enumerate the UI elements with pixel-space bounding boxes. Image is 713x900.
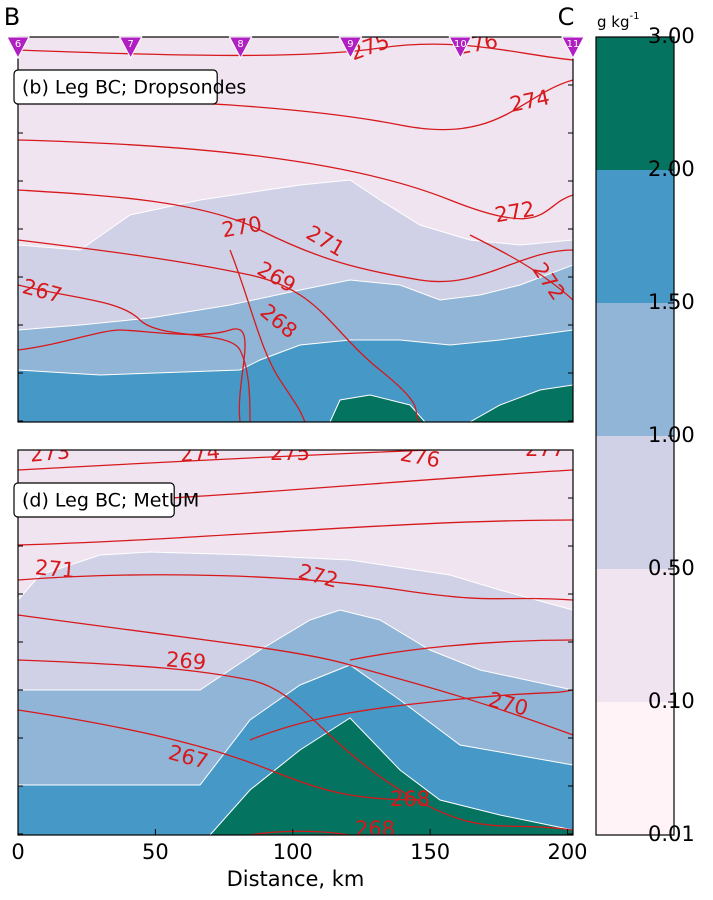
- sonde-id: 6: [15, 39, 21, 50]
- contour-line: [249, 689, 573, 741]
- contour-line: [18, 574, 573, 601]
- colorbar-band: [596, 170, 674, 303]
- contour-line: [18, 450, 446, 471]
- contour-label: 277: [525, 437, 565, 461]
- colorbar-tick-label: 3.00: [648, 24, 695, 48]
- x-tick-label: 100: [273, 840, 313, 864]
- corner-label: B: [4, 3, 20, 31]
- corner-label: C: [558, 3, 575, 31]
- x-axis-label: Distance, km: [227, 867, 365, 891]
- sonde-marker: [561, 36, 585, 60]
- contour-label: 276: [398, 442, 442, 473]
- overlay: (b) Leg BC; Dropsondes B C 6 7 8 9 10 11 (d) Leg …: [4, 3, 695, 891]
- contour-line: [249, 830, 351, 835]
- colorbar-tick-label: 0.01: [648, 822, 695, 846]
- band-fill: [329, 394, 426, 422]
- panel-title: (d) Leg BC; MetUM: [22, 490, 199, 512]
- contour-line: [18, 139, 573, 220]
- colorbar-band: [596, 436, 674, 569]
- contour-line: [349, 639, 573, 661]
- sonde-id: 7: [127, 39, 133, 50]
- band-fill: [18, 329, 573, 422]
- sonde-marker: [6, 36, 30, 60]
- contour-line: [18, 189, 573, 283]
- contour-line: [18, 614, 573, 736]
- sonde-marker: [448, 36, 473, 60]
- title-box: [13, 482, 175, 518]
- colorbar-band: [596, 37, 674, 170]
- colorbar-tick-label: 1.00: [648, 423, 695, 447]
- band-fill: [209, 717, 573, 835]
- colorbar-band: [596, 702, 674, 835]
- sonde-id: 11: [567, 39, 580, 50]
- contour-line: [18, 328, 246, 422]
- panel-title: (b) Leg BC; Dropsondes: [22, 77, 246, 99]
- x-tick-label: 200: [547, 840, 587, 864]
- sonde-id: 10: [454, 39, 467, 50]
- contour-label: 269: [165, 647, 207, 674]
- contour-label: 273: [29, 439, 71, 466]
- x-tick-label: 150: [410, 840, 450, 864]
- sonde-marker: [338, 36, 363, 60]
- unit: g kg: [597, 13, 630, 31]
- x-tick-label: 50: [142, 840, 169, 864]
- colorbar-tick-label: 0.50: [648, 556, 695, 580]
- contour-label: 274: [179, 439, 221, 466]
- band-fill: [18, 664, 573, 835]
- unit-exponent: -1: [630, 11, 640, 22]
- colorbar-tick-label: 1.50: [648, 290, 695, 314]
- band-fill: [468, 384, 573, 422]
- contour-line: [469, 234, 573, 301]
- contour-label: 271: [34, 555, 76, 582]
- sonde-marker: [118, 36, 143, 60]
- contour-label: 268: [390, 787, 430, 811]
- contour-line: [18, 284, 251, 422]
- colorbar-tick-label: 2.00: [648, 157, 695, 181]
- colorbar-band: [596, 569, 674, 702]
- colorbar-band: [596, 303, 674, 436]
- sonde-id: 9: [347, 39, 353, 50]
- contour-line: [229, 249, 306, 422]
- sonde-marker: [228, 36, 253, 60]
- contour-label: 268: [355, 817, 395, 841]
- colorbar-unit: g kg-1: [597, 11, 639, 31]
- contour-line: [18, 239, 421, 422]
- contour-line: [18, 519, 573, 546]
- contour-label: 275: [270, 441, 310, 465]
- title-box: [13, 69, 218, 105]
- contour-line: [18, 659, 573, 831]
- colorbar-tick-label: 0.10: [648, 689, 695, 713]
- contour-line: [18, 709, 421, 801]
- x-tick-label: 0: [11, 840, 24, 864]
- sonde-id: 8: [237, 39, 243, 50]
